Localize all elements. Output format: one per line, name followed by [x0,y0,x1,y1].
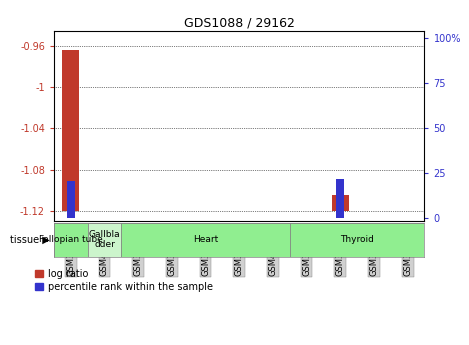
Legend: log ratio, percentile rank within the sample: log ratio, percentile rank within the sa… [35,269,213,292]
Bar [88,223,121,257]
Text: tissue ▶: tissue ▶ [10,235,50,245]
Bar [54,223,88,257]
Text: Gallbla
dder: Gallbla dder [89,230,120,249]
Title: GDS1088 / 29162: GDS1088 / 29162 [184,17,295,30]
Text: Fallopian tube: Fallopian tube [39,235,103,244]
Bar [67,181,75,218]
Bar [290,223,424,257]
Bar [332,195,348,210]
Bar [121,223,290,257]
Bar [336,179,344,218]
Text: Heart: Heart [193,235,218,244]
Bar [62,50,79,210]
Text: Thyroid: Thyroid [340,235,374,244]
